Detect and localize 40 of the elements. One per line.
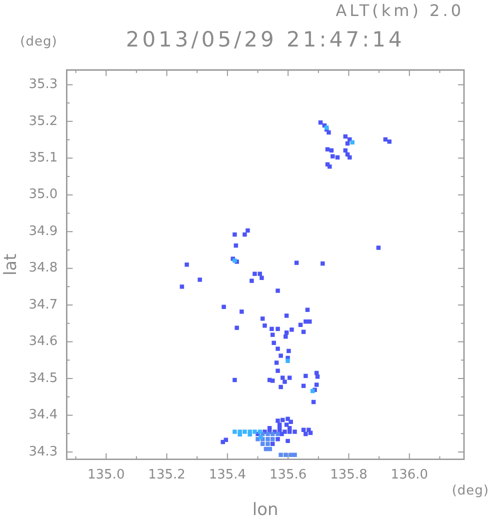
point xyxy=(286,358,290,363)
x-tick-label: 135.6 xyxy=(269,467,307,482)
point xyxy=(284,452,288,458)
point xyxy=(270,436,275,442)
x-tick-label: 136.0 xyxy=(390,467,428,482)
y-tick-label: 34.4 xyxy=(28,408,58,423)
y-tick-label: 35.0 xyxy=(28,187,58,202)
x-tick-label: 135.8 xyxy=(330,467,368,482)
point xyxy=(266,436,270,442)
x-tick-label: 135.4 xyxy=(208,467,246,482)
point xyxy=(252,430,257,434)
point xyxy=(242,430,247,434)
point xyxy=(258,430,262,434)
point xyxy=(266,442,270,446)
chart-title: 2013/05/29 21:47:14 xyxy=(126,27,405,52)
point xyxy=(232,430,237,434)
point xyxy=(292,452,297,458)
point xyxy=(270,432,275,436)
y-tick-label: 34.7 xyxy=(28,297,58,312)
y-tick-label: 34.6 xyxy=(28,334,58,350)
text: (deg) xyxy=(20,34,58,50)
y-tick-label: 35.3 xyxy=(28,77,58,92)
x-axis-title: lon xyxy=(252,500,278,520)
point xyxy=(248,432,252,436)
x-tick-label: 135.2 xyxy=(148,467,186,482)
y-tick-label: 34.8 xyxy=(28,260,58,276)
y-tick-label: 35.2 xyxy=(28,114,58,129)
y-axis-title: lat xyxy=(0,253,21,276)
y-tick-label: 35.1 xyxy=(28,150,58,166)
point xyxy=(350,140,355,144)
y-tick-label: 34.9 xyxy=(28,224,58,239)
point xyxy=(266,432,270,436)
y-tick-label: 34.3 xyxy=(28,444,58,460)
x-tick-label: 135.0 xyxy=(88,467,125,482)
y-tick-label: 34.5 xyxy=(28,370,58,386)
point xyxy=(276,432,280,436)
point xyxy=(278,452,283,458)
text: (deg) xyxy=(452,483,489,498)
text: ALT(km) 2.0 xyxy=(336,1,464,20)
point xyxy=(238,432,242,436)
